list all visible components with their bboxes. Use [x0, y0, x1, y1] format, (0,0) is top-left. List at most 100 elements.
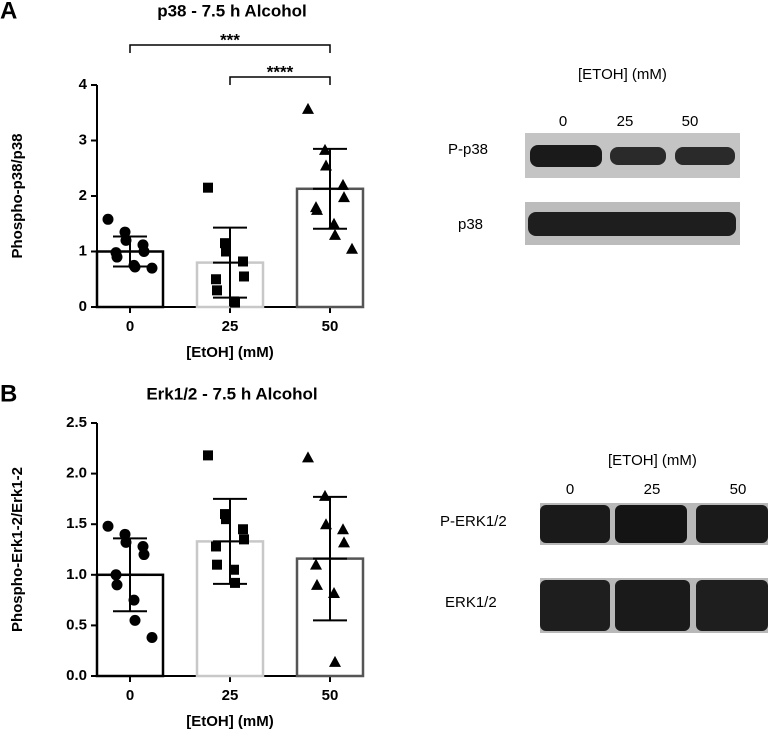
data-point — [311, 578, 323, 590]
error-bar — [113, 537, 147, 613]
error-bar — [113, 235, 147, 268]
y-tick-label: 2 — [79, 187, 87, 204]
blot-band — [530, 145, 602, 167]
data-point — [230, 577, 240, 588]
blot-band — [615, 580, 690, 631]
y-tick-label: 2.5 — [66, 414, 87, 431]
error-bar — [313, 147, 347, 230]
y-tick-label: 3 — [79, 131, 87, 148]
data-point — [319, 489, 331, 501]
data-point — [111, 251, 123, 263]
data-point — [302, 451, 314, 463]
data-point — [120, 536, 132, 548]
blot-title: [ETOH] (mM) — [608, 452, 697, 469]
significance-bracket — [129, 44, 331, 53]
x-tick-label: 50 — [322, 318, 339, 335]
lane-label: 25 — [644, 481, 661, 498]
data-point — [329, 228, 341, 240]
x-tick-label: 0 — [126, 687, 134, 704]
blot-band — [528, 212, 736, 236]
data-point — [138, 549, 150, 561]
data-point — [310, 558, 322, 570]
data-point — [230, 297, 240, 308]
row-label: ERK1/2 — [445, 594, 497, 611]
data-point — [119, 528, 131, 540]
panel-label: B — [0, 380, 17, 407]
blot-band — [675, 147, 735, 165]
x-tick-label: 25 — [222, 318, 239, 335]
data-point — [311, 203, 323, 215]
blot-b: [ETOH] (mM) 0 25 50 P-ERK1/2 ERK1/2 — [440, 452, 768, 633]
lane-label: 25 — [617, 113, 634, 130]
chart-title: p38 - 7.5 h Alcohol — [157, 1, 307, 20]
y-tick-label: 0.0 — [66, 667, 87, 684]
blot-band — [610, 147, 666, 165]
data-point — [212, 285, 222, 296]
lane-label: 0 — [559, 113, 567, 130]
data-point — [337, 523, 349, 535]
data-point — [120, 234, 132, 246]
y-tick-label: 1 — [79, 242, 87, 259]
data-point — [119, 226, 131, 238]
significance-bracket — [229, 76, 331, 85]
error-bar — [213, 226, 247, 299]
data-point — [211, 541, 221, 552]
row-label: P-ERK1/2 — [440, 513, 507, 530]
data-point — [221, 514, 231, 525]
data-point — [238, 524, 248, 535]
blot-band — [696, 505, 768, 543]
y-axis-label: Phospho-Erk1-2/Erk1-2 — [9, 467, 26, 632]
row-label: p38 — [458, 216, 483, 233]
blot-band — [615, 505, 687, 543]
x-tick-label: 0 — [126, 318, 134, 335]
data-point — [146, 262, 158, 274]
y-tick-label: 1.5 — [66, 515, 87, 532]
x-axis-label: [EtOH] (mM) — [186, 344, 273, 361]
lane-label: 50 — [682, 113, 699, 130]
row-label: P-p38 — [448, 141, 488, 158]
y-tick-label: 4 — [79, 76, 88, 93]
data-point — [128, 594, 140, 606]
significance-label: *** — [220, 30, 240, 49]
blot-band — [696, 580, 768, 631]
data-point — [338, 191, 350, 203]
data-point — [220, 238, 230, 249]
data-point — [238, 256, 248, 267]
y-tick-label: 2.0 — [66, 465, 87, 482]
significance-label: **** — [267, 62, 294, 81]
data-point — [337, 178, 349, 190]
blot-band — [540, 505, 610, 543]
lane-label: 50 — [730, 481, 747, 498]
data-point — [137, 540, 149, 552]
x-tick-label: 25 — [222, 687, 239, 704]
data-point — [239, 271, 249, 282]
data-point — [302, 102, 314, 114]
data-point — [346, 242, 358, 254]
chart-title: Erk1/2 - 7.5 h Alcohol — [146, 384, 317, 403]
y-axis-label: Phospho-p38/p38 — [9, 133, 26, 258]
data-point — [338, 536, 350, 548]
y-tick-label: 1.0 — [66, 566, 87, 583]
data-point — [129, 614, 141, 626]
data-point — [203, 182, 213, 193]
lane-label: 0 — [566, 481, 574, 498]
data-point — [102, 213, 114, 225]
y-tick-label: 0 — [79, 298, 87, 315]
data-point — [102, 520, 114, 532]
x-axis-label: [EtOH] (mM) — [186, 713, 273, 730]
data-point — [221, 246, 231, 257]
blot-title: [ETOH] (mM) — [578, 66, 667, 83]
y-tick-label: 0.5 — [66, 616, 87, 633]
data-point — [229, 564, 239, 575]
data-point — [212, 559, 222, 570]
error-bar — [313, 495, 347, 622]
data-point — [211, 274, 221, 285]
data-point — [239, 534, 249, 545]
panel-label: A — [0, 0, 17, 24]
blot-a: [ETOH] (mM) 0 25 50 P-p38 p38 — [448, 66, 740, 245]
data-point — [111, 579, 123, 591]
data-point — [329, 655, 341, 667]
blot-band — [540, 580, 610, 631]
error-bar — [213, 497, 247, 585]
